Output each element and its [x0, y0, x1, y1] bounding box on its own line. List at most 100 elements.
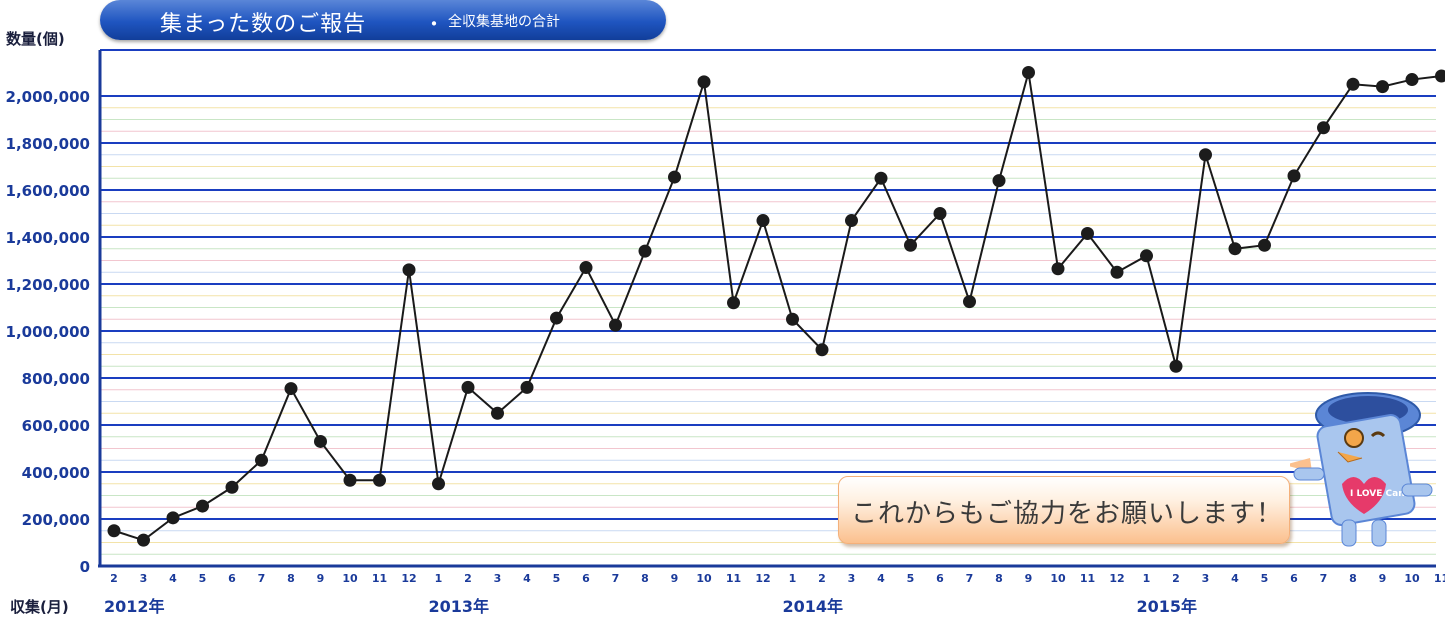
data-point: [668, 170, 681, 184]
y-tick-label: 2,000,000: [6, 88, 90, 106]
x-tick-label: 9: [317, 572, 325, 585]
x-tick-labels: 2 3 4 5 6 7 8 9 10 11 12 1 2 3 4 5 6 7 8 9 10 11 12 1 2 3 4 5 6 7 8 9 10…: [110, 572, 1445, 585]
data-point: [609, 318, 622, 332]
x-tick-label: 7: [1320, 572, 1328, 585]
x-tick-label: 5: [1261, 572, 1269, 585]
data-point: [579, 261, 593, 275]
year-label: 2013年: [429, 597, 490, 616]
x-tick-label: 5: [199, 572, 207, 585]
data-point: [1258, 238, 1271, 252]
x-tick-label: 10: [696, 572, 712, 585]
data-point: [373, 473, 386, 487]
x-tick-label: 6: [936, 572, 944, 585]
data-point: [904, 238, 917, 252]
x-tick-label: 2: [1172, 572, 1180, 585]
x-tick-label: 9: [671, 572, 679, 585]
data-point: [638, 244, 652, 258]
data-point: [1140, 249, 1153, 263]
data-point: [1022, 66, 1035, 79]
data-point: [491, 406, 504, 420]
chart-title: 集まった数のご報告: [160, 12, 367, 37]
title-banner: 集まった数のご報告 ・ 全収集基地の合計: [100, 0, 666, 40]
data-point: [1376, 80, 1389, 94]
x-tick-label: 4: [169, 572, 177, 585]
data-point: [343, 473, 357, 487]
x-tick-label: 6: [1290, 572, 1298, 585]
x-tick-label: 8: [1349, 572, 1357, 585]
data-point: [756, 214, 770, 228]
data-point: [284, 382, 298, 396]
x-tick-label: 11: [372, 572, 387, 585]
data-point: [963, 295, 976, 309]
y-tick-labels: 0 200,000 400,000 600,000 800,000 1,000,000 1,…: [6, 88, 90, 576]
data-point: [432, 477, 445, 491]
x-tick-label: 10: [1404, 572, 1420, 585]
x-tick-label: 5: [907, 572, 915, 585]
data-series: [107, 66, 1445, 547]
x-tick-label: 7: [258, 572, 266, 585]
data-point: [1228, 242, 1242, 256]
data-point: [697, 75, 711, 89]
x-tick-label: 3: [494, 572, 502, 585]
x-tick-label: 7: [612, 572, 620, 585]
y-axis-unit-label: 数量(個): [6, 30, 65, 48]
x-tick-label: 6: [582, 572, 590, 585]
data-point: [1287, 169, 1301, 183]
title-separator: ・: [424, 12, 444, 36]
data-point: [166, 511, 180, 525]
data-point: [727, 296, 740, 310]
data-point: [1169, 359, 1183, 373]
x-tick-label: 2: [818, 572, 826, 585]
data-point: [1051, 262, 1065, 276]
year-label: 2014年: [783, 597, 844, 616]
data-point: [402, 263, 416, 277]
x-tick-label: 11: [1434, 572, 1445, 585]
x-tick-label: 9: [1379, 572, 1387, 585]
x-tick-label: 2: [110, 572, 118, 585]
y-tick-label: 200,000: [22, 511, 90, 529]
data-point: [107, 524, 121, 538]
x-tick-label: 8: [641, 572, 649, 585]
data-point: [992, 174, 1006, 188]
data-point: [196, 499, 209, 513]
y-tick-label: 1,800,000: [6, 135, 90, 153]
data-point: [1110, 265, 1124, 279]
data-point: [786, 312, 799, 326]
mascot-badge-text: I LOVE Can.: [1350, 489, 1408, 499]
y-tick-label: 600,000: [22, 417, 90, 435]
data-point: [845, 214, 858, 228]
y-tick-label: 0: [80, 558, 90, 576]
y-tick-label: 1,200,000: [6, 276, 90, 294]
data-point: [550, 311, 563, 325]
can-mascot-icon: I LOVE Can.: [1290, 392, 1433, 547]
data-point: [520, 380, 534, 394]
y-tick-label: 1,400,000: [6, 229, 90, 247]
x-tick-label: 11: [1080, 572, 1095, 585]
data-point: [225, 480, 239, 494]
x-tick-label: 1: [789, 572, 797, 585]
data-point: [1317, 121, 1330, 135]
x-tick-label: 9: [1025, 572, 1033, 585]
x-tick-label: 1: [1143, 572, 1151, 585]
x-tick-label: 12: [755, 572, 770, 585]
y-tick-label: 1,000,000: [6, 323, 90, 341]
y-tick-label: 400,000: [22, 464, 90, 482]
callout-bubble: これからもご協力をお願いします！: [838, 476, 1290, 544]
x-tick-label: 4: [523, 572, 531, 585]
data-point: [314, 434, 327, 448]
x-tick-label: 8: [287, 572, 295, 585]
x-axis-unit-label: 収集(月): [10, 598, 69, 616]
data-point: [815, 343, 829, 357]
x-tick-label: 8: [995, 572, 1003, 585]
x-tick-label: 10: [1050, 572, 1066, 585]
data-point: [1346, 77, 1360, 91]
data-point: [1199, 148, 1212, 162]
x-tick-label: 2: [464, 572, 472, 585]
x-tick-label: 3: [1202, 572, 1210, 585]
data-point: [255, 453, 268, 467]
x-tick-label: 4: [877, 572, 885, 585]
x-tick-label: 5: [553, 572, 561, 585]
x-tick-label: 1: [435, 572, 443, 585]
year-label: 2015年: [1137, 597, 1198, 616]
